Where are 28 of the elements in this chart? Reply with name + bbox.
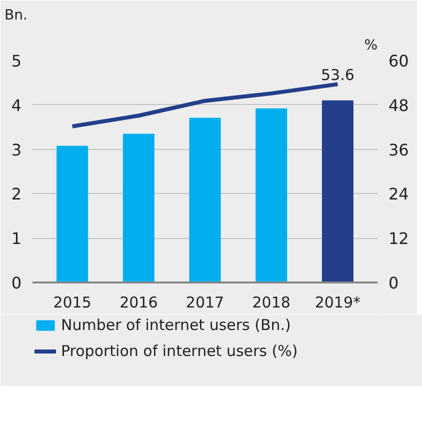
bar bbox=[322, 100, 354, 282]
y2-tick-label: 12 bbox=[388, 229, 409, 248]
y-tick-label: 4 bbox=[11, 96, 22, 115]
y2-tick-label: 0 bbox=[388, 274, 399, 292]
y-tick-label: 0 bbox=[11, 274, 22, 292]
y-tick-label: 1 bbox=[11, 229, 22, 248]
x-tick-label: 2015 bbox=[53, 294, 92, 312]
bar bbox=[256, 108, 288, 282]
bar bbox=[56, 146, 88, 282]
y2-tick-label: 24 bbox=[388, 184, 409, 204]
y2-tick-label: 36 bbox=[388, 140, 409, 160]
y2-tick-label: 60 bbox=[388, 52, 409, 70]
x-tick-label: 2019* bbox=[314, 294, 362, 312]
legend-label: Number of internet users (Bn.) bbox=[61, 316, 291, 334]
x-tick-label: 2017 bbox=[186, 294, 224, 312]
x-tick-label: 2018 bbox=[252, 294, 290, 312]
y2-axis-title: % bbox=[364, 38, 378, 54]
y-tick-label: 3 bbox=[11, 140, 22, 160]
y2-tick-label: 48 bbox=[388, 96, 409, 115]
bar bbox=[122, 134, 154, 282]
y-axis-title: Bn. bbox=[4, 8, 28, 24]
legend-label: Proportion of internet users (%) bbox=[61, 342, 298, 360]
line-series bbox=[70, 82, 340, 128]
data-label: 53.6 bbox=[320, 66, 354, 84]
y-tick-label: 2 bbox=[11, 184, 22, 204]
y-tick-label: 5 bbox=[11, 52, 22, 70]
bar bbox=[189, 118, 221, 282]
x-tick-label: 2016 bbox=[120, 294, 158, 312]
